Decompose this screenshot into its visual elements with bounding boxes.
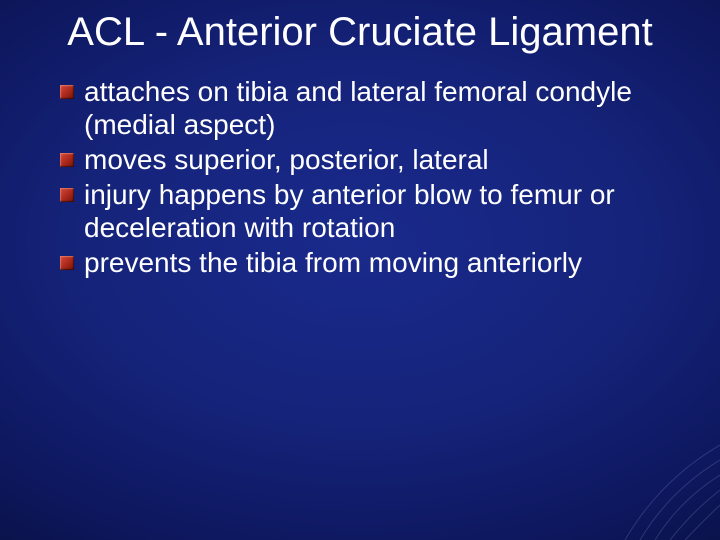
bullet-text: moves superior, posterior, lateral (84, 143, 680, 176)
list-item: injury happens by anterior blow to femur… (60, 178, 680, 244)
bullet-icon (60, 256, 74, 270)
bullet-text: prevents the tibia from moving anteriorl… (84, 246, 680, 279)
list-item: attaches on tibia and lateral femoral co… (60, 75, 680, 141)
bullet-icon (60, 153, 74, 167)
bullet-list: attaches on tibia and lateral femoral co… (0, 75, 720, 279)
slide: ACL - Anterior Cruciate Ligament attache… (0, 0, 720, 540)
bullet-icon (60, 85, 74, 99)
list-item: prevents the tibia from moving anteriorl… (60, 246, 680, 279)
bullet-text: injury happens by anterior blow to femur… (84, 178, 680, 244)
bullet-text: attaches on tibia and lateral femoral co… (84, 75, 680, 141)
slide-title: ACL - Anterior Cruciate Ligament (0, 0, 720, 55)
bullet-icon (60, 188, 74, 202)
corner-decoration-icon (610, 430, 720, 540)
list-item: moves superior, posterior, lateral (60, 143, 680, 176)
